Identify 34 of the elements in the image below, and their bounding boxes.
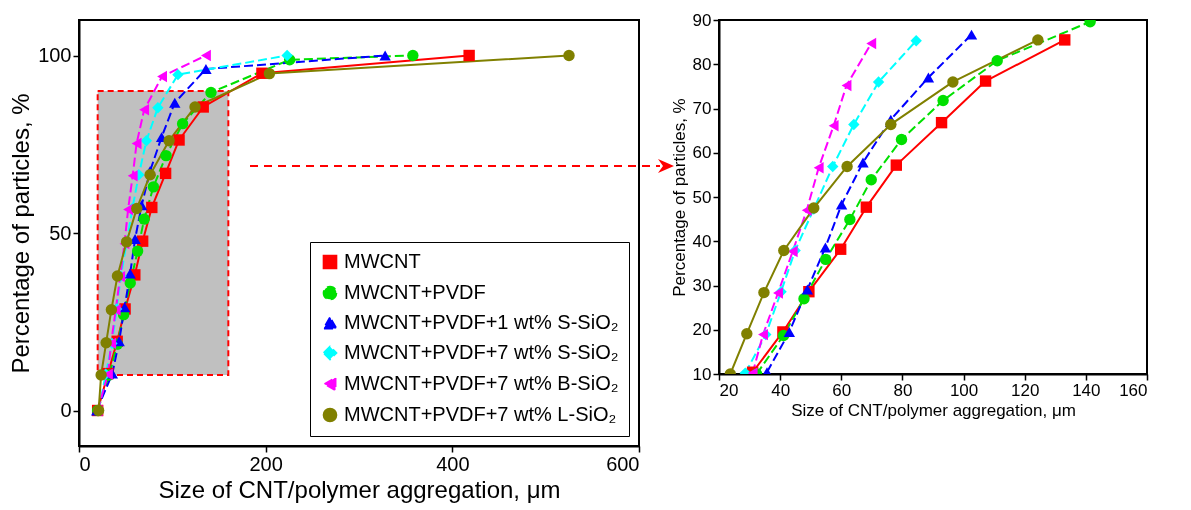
y-axis-title: Percentage of particles, % xyxy=(669,98,689,297)
y-tick-label: 90 xyxy=(692,10,712,30)
y-axis-title: Percentage of particles, % xyxy=(7,93,35,374)
x-tick-label: 160 xyxy=(1119,380,1148,400)
x-tick-label: 400 xyxy=(436,452,470,475)
y-tick-label: 30 xyxy=(692,276,712,295)
y-tick-label: 60 xyxy=(692,143,712,163)
x-tick-label: 200 xyxy=(249,452,283,475)
x-tick-label: 40 xyxy=(771,380,791,400)
legend-label: MWCNT+PVDF+1 wt% S-SiO₂ xyxy=(344,311,619,333)
y-tick-label: 80 xyxy=(692,54,712,74)
legend-label: MWCNT+PVDF+7 wt% S-SiO₂ xyxy=(344,341,619,363)
legend-label: MWCNT+PVDF xyxy=(344,281,486,303)
y-tick-label: 20 xyxy=(692,320,712,340)
legend-label: MWCNT xyxy=(344,250,421,272)
y-tick-label: 100 xyxy=(38,44,72,66)
legend-label: MWCNT+PVDF+7 wt% L-SiO₂ xyxy=(344,403,617,425)
x-tick-label: 0 xyxy=(79,452,91,475)
y-tick-label: 50 xyxy=(692,187,712,207)
y-tick-label: 50 xyxy=(49,221,72,244)
x-tick-label: 600 xyxy=(606,452,640,475)
x-tick-label: 60 xyxy=(832,380,852,400)
x-tick-label: 140 xyxy=(1072,380,1101,400)
y-tick-label: 0 xyxy=(60,399,72,421)
y-tick-label: 40 xyxy=(692,231,712,251)
x-axis-title: Size of CNT/polymer aggregation, μm xyxy=(158,475,561,503)
x-tick-label: 100 xyxy=(949,380,979,400)
x-tick-label: 80 xyxy=(893,380,913,400)
x-axis-title: Size of CNT/polymer aggregation, μm xyxy=(791,400,1076,420)
x-tick-label: 20 xyxy=(719,380,739,400)
legend-label: MWCNT+PVDF+7 wt% B-SiO₂ xyxy=(344,372,619,394)
y-tick-label: 70 xyxy=(692,99,712,118)
y-tick-label: 10 xyxy=(692,364,712,384)
x-tick-label: 120 xyxy=(1011,380,1040,400)
